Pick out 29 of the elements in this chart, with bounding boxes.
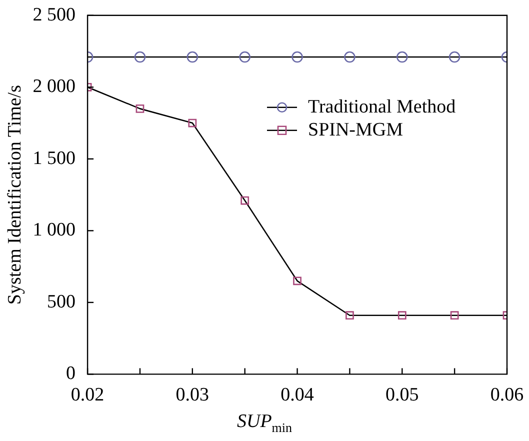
point <box>136 104 144 113</box>
x-axis-title: SUP$_{min}$ <box>236 411 294 437</box>
point <box>188 118 197 128</box>
y-tick-label: 2 000 <box>32 76 76 98</box>
point <box>134 51 146 63</box>
x-tick-label: 0.05 <box>386 384 419 406</box>
x-tick-label: 0.02 <box>70 384 104 406</box>
point <box>239 51 250 63</box>
x-tick-label: 0.06 <box>490 384 524 406</box>
legend-label: Traditional Method <box>308 96 456 118</box>
x-tick-label: 0.04 <box>280 384 314 406</box>
point <box>448 51 460 63</box>
point <box>293 276 302 286</box>
y-tick-label: 2 500 <box>32 4 76 26</box>
point <box>344 51 356 63</box>
point <box>346 311 354 320</box>
legend-label: SPIN-MGM <box>308 119 404 140</box>
y-axis-title: System Identification Time/s <box>4 85 26 305</box>
point <box>240 196 250 205</box>
point <box>398 311 406 320</box>
point <box>186 51 198 63</box>
y-tick-label: 1 500 <box>32 148 76 169</box>
x-tick-label: 0.03 <box>176 384 210 406</box>
y-tick-label: 1 000 <box>32 220 76 241</box>
point <box>396 51 408 63</box>
y-tick-label: 0 <box>66 363 76 384</box>
point <box>450 311 459 320</box>
y-tick-label: 500 <box>47 291 76 312</box>
point <box>292 51 303 63</box>
